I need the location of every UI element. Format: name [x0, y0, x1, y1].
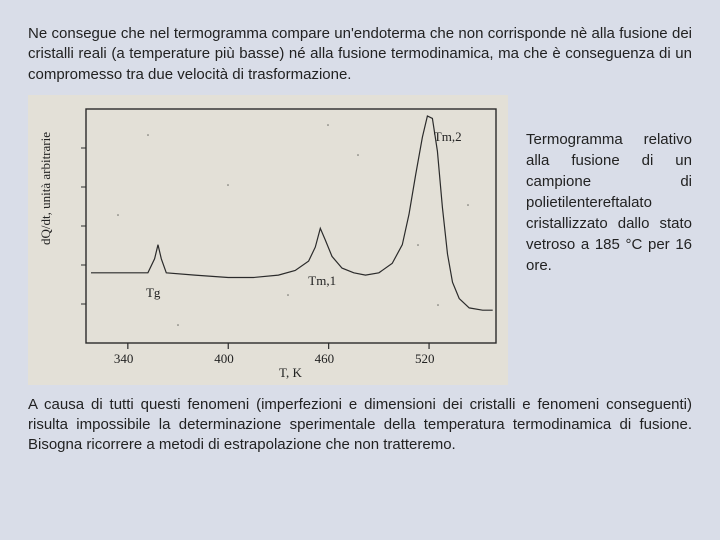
figure-caption: Termogramma relativo alla fusione di un … [526, 95, 692, 385]
x-axis-label: T, K [279, 365, 302, 381]
figure-row: dQ/dt, unità arbitrarie 340 400 460 520 T, K… [28, 95, 692, 385]
thermogram-figure: dQ/dt, unità arbitrarie 340 400 460 520 T, K… [28, 95, 508, 385]
peak-label: Tg [146, 285, 160, 301]
peak-label: Tm,1 [308, 273, 336, 289]
paragraph-bottom: A causa di tutti questi fenomeni (imperf… [28, 395, 692, 456]
peak-label: Tm,2 [434, 129, 462, 145]
y-axis-label: dQ/dt, unità arbitrarie [38, 132, 54, 245]
x-tick-label: 520 [415, 351, 435, 367]
x-tick-label: 340 [114, 351, 134, 367]
x-tick-label: 460 [315, 351, 335, 367]
x-tick-label: 400 [214, 351, 234, 367]
paragraph-top: Ne consegue che nel termogramma compare … [28, 24, 692, 85]
